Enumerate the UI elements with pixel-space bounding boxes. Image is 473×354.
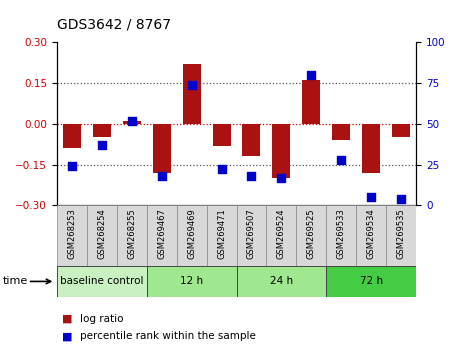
Bar (147, 205, 176, 266)
Text: baseline control: baseline control (60, 276, 143, 286)
Point (338, 157, 345, 162)
Text: ■: ■ (61, 331, 72, 341)
Text: 12 h: 12 h (180, 276, 203, 286)
Text: ■: ■ (61, 314, 72, 324)
Point (248, 173, 255, 179)
Bar (212, 124, 230, 145)
Point (278, 175, 285, 181)
Text: time: time (2, 276, 27, 286)
Point (368, 194, 375, 200)
Bar (57, 266, 147, 297)
Text: GSM269467: GSM269467 (157, 208, 166, 259)
Bar (93, 124, 111, 137)
Text: GSM269469: GSM269469 (187, 208, 196, 259)
Text: GSM269524: GSM269524 (277, 208, 286, 259)
Bar (326, 205, 356, 266)
Text: GSM269533: GSM269533 (337, 208, 346, 259)
Bar (153, 124, 171, 173)
Text: GSM269507: GSM269507 (247, 208, 256, 259)
Text: GSM269534: GSM269534 (367, 208, 376, 259)
Bar (297, 205, 326, 266)
Bar (57, 205, 87, 266)
Bar (386, 205, 416, 266)
Text: 72 h: 72 h (360, 276, 383, 286)
Bar (183, 64, 201, 124)
Bar (302, 80, 320, 124)
Text: percentile rank within the sample: percentile rank within the sample (80, 331, 256, 341)
Bar (147, 266, 236, 297)
Bar (266, 205, 297, 266)
Text: GSM269535: GSM269535 (397, 208, 406, 259)
Text: 24 h: 24 h (270, 276, 293, 286)
Text: GSM269471: GSM269471 (217, 208, 226, 259)
Point (68, 164, 76, 169)
Point (397, 196, 405, 202)
Text: GDS3642 / 8767: GDS3642 / 8767 (57, 18, 171, 32)
Bar (326, 266, 416, 297)
Bar (63, 124, 81, 148)
Bar (236, 205, 266, 266)
Bar (207, 205, 236, 266)
Text: GSM269525: GSM269525 (307, 208, 316, 259)
Bar (123, 121, 140, 124)
Point (158, 173, 166, 179)
Point (218, 167, 225, 172)
Bar (362, 124, 380, 173)
Point (128, 118, 135, 124)
Bar (176, 205, 207, 266)
Bar (243, 124, 261, 156)
Bar (87, 205, 117, 266)
Text: log ratio: log ratio (80, 314, 124, 324)
Point (188, 82, 195, 88)
Text: GSM268254: GSM268254 (97, 208, 106, 259)
Bar (236, 266, 326, 297)
Bar (392, 124, 410, 137)
Bar (333, 124, 350, 140)
Point (98, 142, 105, 148)
Point (307, 72, 315, 78)
Bar (356, 205, 386, 266)
Bar (117, 205, 147, 266)
Text: GSM268255: GSM268255 (127, 208, 136, 259)
Text: GSM268253: GSM268253 (67, 208, 76, 259)
Bar (272, 124, 290, 178)
